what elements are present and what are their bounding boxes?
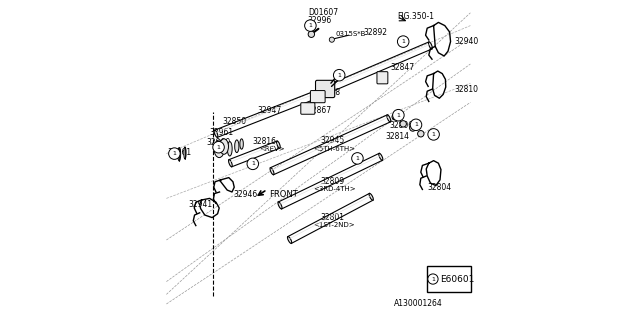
- Circle shape: [247, 158, 259, 170]
- Text: 32961: 32961: [167, 148, 191, 156]
- Text: <5TH-6TH>: <5TH-6TH>: [313, 146, 355, 152]
- Circle shape: [393, 109, 404, 121]
- Text: 32816: 32816: [253, 137, 277, 146]
- Circle shape: [410, 119, 422, 131]
- Circle shape: [417, 131, 424, 137]
- FancyBboxPatch shape: [301, 103, 315, 114]
- Text: 0315S*B: 0315S*B: [335, 31, 365, 36]
- Circle shape: [308, 31, 315, 37]
- Text: 1: 1: [216, 145, 221, 150]
- FancyBboxPatch shape: [310, 91, 325, 103]
- Text: 32809: 32809: [320, 177, 344, 186]
- Ellipse shape: [270, 168, 274, 175]
- Ellipse shape: [369, 193, 373, 200]
- Ellipse shape: [214, 140, 225, 158]
- Circle shape: [330, 37, 335, 42]
- Ellipse shape: [240, 139, 243, 149]
- Ellipse shape: [214, 130, 218, 137]
- Circle shape: [169, 148, 180, 159]
- Text: 32941: 32941: [189, 200, 213, 209]
- Text: 32968: 32968: [317, 88, 341, 97]
- Ellipse shape: [287, 236, 292, 244]
- Text: 32961: 32961: [210, 128, 234, 137]
- Circle shape: [428, 129, 440, 140]
- Circle shape: [410, 125, 416, 131]
- Ellipse shape: [235, 140, 239, 153]
- Text: 1: 1: [401, 39, 405, 44]
- Text: 32960: 32960: [206, 138, 230, 147]
- Ellipse shape: [323, 88, 326, 95]
- Text: 32996: 32996: [307, 16, 332, 25]
- Text: <REV>: <REV>: [259, 146, 285, 152]
- FancyBboxPatch shape: [377, 72, 388, 84]
- Circle shape: [333, 69, 345, 81]
- Text: 32810: 32810: [454, 85, 479, 94]
- Text: 1: 1: [431, 132, 436, 137]
- Text: 32947: 32947: [258, 106, 282, 115]
- Ellipse shape: [227, 141, 232, 156]
- Text: A130001264: A130001264: [394, 299, 442, 308]
- Ellipse shape: [331, 84, 335, 91]
- Ellipse shape: [220, 139, 228, 154]
- Text: 32940: 32940: [454, 37, 479, 46]
- Circle shape: [428, 274, 438, 284]
- Text: <1ST-2ND>: <1ST-2ND>: [313, 222, 355, 228]
- Text: 1: 1: [396, 113, 401, 118]
- Circle shape: [352, 153, 364, 164]
- Text: 32850: 32850: [223, 117, 246, 126]
- Text: 1: 1: [172, 151, 177, 156]
- Text: D01607: D01607: [308, 8, 339, 17]
- Text: 32814: 32814: [385, 132, 410, 140]
- FancyBboxPatch shape: [316, 80, 335, 98]
- Text: 1: 1: [414, 122, 418, 127]
- Text: 32806: 32806: [390, 121, 414, 130]
- Ellipse shape: [184, 147, 186, 159]
- Text: 1: 1: [431, 276, 435, 282]
- Text: 32892: 32892: [364, 28, 387, 36]
- Text: <3RD-4TH>: <3RD-4TH>: [313, 187, 356, 192]
- Circle shape: [212, 141, 225, 153]
- Circle shape: [400, 121, 406, 127]
- Text: FIG.350-1: FIG.350-1: [397, 12, 434, 20]
- Text: 32804: 32804: [428, 183, 451, 192]
- Ellipse shape: [228, 160, 232, 167]
- Circle shape: [392, 114, 398, 120]
- Text: 32801: 32801: [320, 213, 344, 222]
- Text: 1: 1: [337, 73, 341, 78]
- Ellipse shape: [278, 202, 282, 209]
- Ellipse shape: [178, 148, 180, 161]
- Ellipse shape: [429, 42, 432, 49]
- Ellipse shape: [379, 153, 383, 160]
- Text: 1: 1: [308, 23, 312, 28]
- Text: 1: 1: [251, 161, 255, 166]
- Text: 32946: 32946: [233, 190, 257, 199]
- Text: E60601: E60601: [440, 275, 474, 284]
- Ellipse shape: [276, 141, 280, 148]
- Text: 32945: 32945: [320, 136, 344, 145]
- Text: 1: 1: [355, 156, 360, 161]
- Text: FRONT: FRONT: [269, 190, 298, 199]
- Ellipse shape: [387, 115, 391, 122]
- Circle shape: [397, 36, 409, 47]
- Text: 32847: 32847: [390, 63, 415, 72]
- Text: 32867: 32867: [307, 106, 332, 115]
- Circle shape: [305, 20, 316, 31]
